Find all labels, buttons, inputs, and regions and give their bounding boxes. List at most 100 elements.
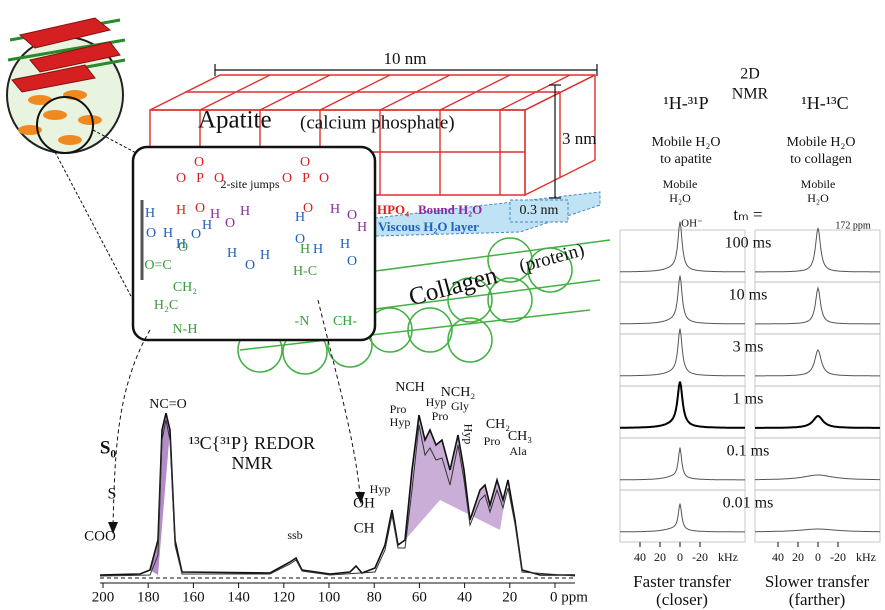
s0-spectrum <box>100 413 575 575</box>
peak-label: CH <box>354 520 375 536</box>
atom: O <box>300 155 310 170</box>
bound-water-label: Bound H₂O <box>418 202 482 217</box>
spectrum-frame <box>755 334 880 386</box>
peak-label: COO <box>84 528 116 544</box>
slice-spectrum <box>755 288 880 324</box>
atom: O <box>347 208 357 223</box>
axis-label: -20 <box>830 550 846 564</box>
atom: -N <box>295 314 310 329</box>
spectrum-frame <box>755 490 880 542</box>
nmr-title: 2D <box>740 66 760 83</box>
atom: O <box>176 171 186 186</box>
atom: H <box>357 220 367 235</box>
peak-label: Pro <box>484 434 501 448</box>
s-label: S <box>108 486 117 503</box>
atom: O <box>347 254 357 269</box>
footer: (closer) <box>656 590 708 609</box>
s0-label: S₀ <box>100 437 117 458</box>
axis-label: kHz <box>718 550 738 564</box>
mixing-time: 1 ms <box>733 391 764 408</box>
atom: CH- <box>333 314 357 329</box>
peak-name: H₂O <box>669 191 691 205</box>
axis-label: kHz <box>856 550 876 564</box>
atom: H <box>145 206 155 221</box>
atom: O <box>319 171 329 186</box>
x-tick-label: 180 <box>137 589 160 605</box>
viscous-label: Viscous H₂O layer <box>378 219 479 234</box>
length-label: 10 nm <box>384 49 427 68</box>
apatite-note: (calcium phosphate) <box>300 112 455 133</box>
x-tick-label: 120 <box>273 589 296 605</box>
atom: H <box>202 218 212 233</box>
mixing-time: 0.1 ms <box>727 443 770 460</box>
slice-spectrum <box>620 276 745 324</box>
axis-label: 0 <box>815 550 821 564</box>
mixing-time: 0.01 ms <box>723 495 774 512</box>
slice-spectrum <box>755 529 880 532</box>
peak-name: Mobile <box>801 177 836 191</box>
peak-label: NCH <box>395 380 425 395</box>
footer: Slower transfer <box>765 572 870 591</box>
hpo4-label: HPO₄ <box>377 202 409 217</box>
peak-name: H₂O <box>807 191 829 205</box>
axis-label: 40 <box>634 550 646 564</box>
atom: H₂C <box>154 298 178 313</box>
axis-label: 0 <box>677 550 683 564</box>
peak-label: Hyp <box>461 424 475 445</box>
peak-label: OH <box>353 495 375 511</box>
atom: O <box>178 240 188 255</box>
height-label: 3 nm <box>562 129 596 148</box>
atom: H <box>313 242 323 257</box>
x-tick-label: 200 <box>92 589 115 605</box>
desc: Mobile H₂O <box>786 135 855 150</box>
atom: O <box>191 227 201 242</box>
peak-label: CH₃ <box>508 429 532 444</box>
nucleus: ¹H-³¹P <box>663 93 708 113</box>
desc: to apatite <box>660 152 712 167</box>
peak-label: Pro <box>432 409 449 423</box>
apatite-label: Apatite <box>198 107 272 134</box>
collagen-note: (protein) <box>517 240 587 277</box>
peak-label: Ala <box>509 444 527 458</box>
x-tick-label: 0 ppm <box>550 589 588 605</box>
atom: O=C <box>144 258 171 273</box>
redor-subtitle: NMR <box>231 453 272 473</box>
footer: Faster transfer <box>633 572 731 591</box>
axis-label: 40 <box>772 550 784 564</box>
axis-label: 20 <box>792 550 804 564</box>
axis-label: -20 <box>692 550 708 564</box>
atom: P <box>196 171 204 186</box>
atom: N-H <box>173 322 198 337</box>
collagen-label: Collagen <box>406 262 501 312</box>
peak-note: OH⁻ <box>681 218 703 230</box>
atom: O <box>282 171 292 186</box>
atom: H <box>260 248 270 263</box>
spectrum-frame <box>755 438 880 490</box>
spectrum-frame <box>620 282 745 334</box>
layer-thickness: 0.3 nm <box>520 203 559 218</box>
atom: CH₂ <box>173 280 197 295</box>
atom: H <box>330 202 340 217</box>
peak-label: NC=O <box>149 397 186 412</box>
peak-label: Hyp <box>370 482 391 496</box>
x-tick-label: 140 <box>227 589 250 605</box>
atom: O <box>245 258 255 273</box>
atom: H <box>163 226 173 241</box>
desc: to collagen <box>790 152 852 167</box>
peak-label: Pro <box>390 402 407 416</box>
fibril-icon <box>7 18 140 300</box>
atom: O <box>195 201 205 216</box>
footer: (farther) <box>789 590 846 609</box>
x-tick-label: 20 <box>502 589 517 605</box>
atom: H <box>295 210 305 225</box>
desc: Mobile H₂O <box>651 135 720 150</box>
x-tick-label: 80 <box>367 589 382 605</box>
peak-label: Gly <box>451 399 469 413</box>
atom: H-C <box>293 264 317 279</box>
slice-spectrum <box>755 475 880 480</box>
atom: O <box>194 155 204 170</box>
peak-label: ssb <box>287 528 302 542</box>
x-tick-label: 60 <box>412 589 427 605</box>
atom: O <box>146 226 156 241</box>
atom: P <box>302 171 310 186</box>
